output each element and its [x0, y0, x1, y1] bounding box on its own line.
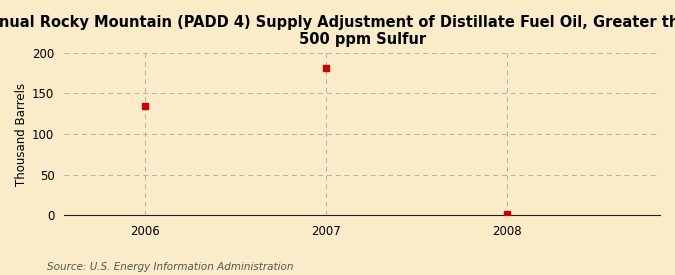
Text: Source: U.S. Energy Information Administration: Source: U.S. Energy Information Administ…	[47, 262, 294, 272]
Y-axis label: Thousand Barrels: Thousand Barrels	[15, 82, 28, 186]
Title: Annual Rocky Mountain (PADD 4) Supply Adjustment of Distillate Fuel Oil, Greater: Annual Rocky Mountain (PADD 4) Supply Ad…	[0, 15, 675, 47]
